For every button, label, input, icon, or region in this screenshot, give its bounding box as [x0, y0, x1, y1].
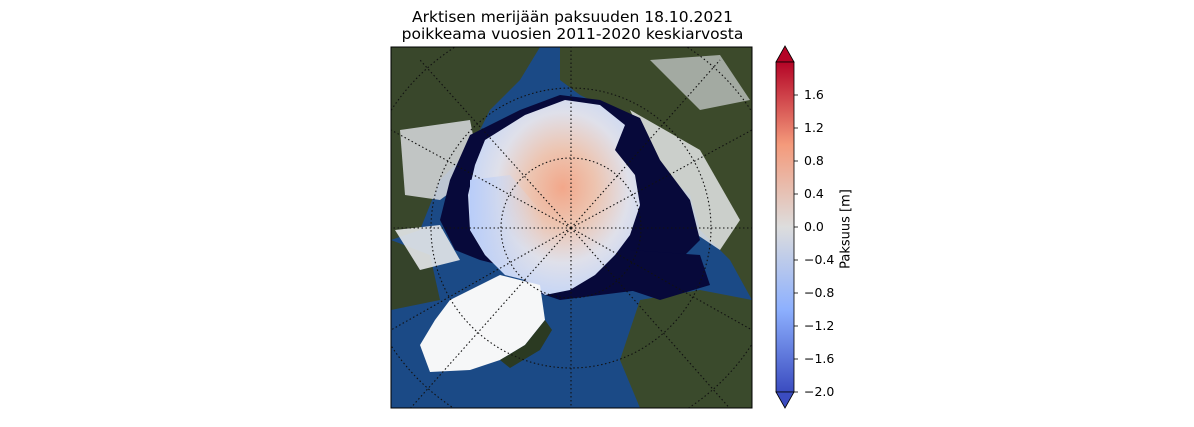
map-frame [390, 46, 753, 409]
colorbar-tick-label: 1.6 [804, 87, 824, 102]
figure-title-line1: Arktisen merijään paksuuden 18.10.2021 [412, 8, 733, 26]
colorbar-label: Paksuus [m] [838, 189, 854, 269]
colorbar-tick-label: −0.8 [804, 285, 835, 300]
colorbar-tick-label: 0.0 [804, 219, 824, 234]
figure-title-line2: poikkeama vuosien 2011-2020 keskiarvosta [401, 25, 744, 43]
colorbar-tick-label: 1.2 [804, 120, 824, 135]
snow-siberia [630, 110, 740, 250]
greenland-ice-sheet [420, 275, 545, 372]
colorbar-tick-label: −2.0 [804, 384, 835, 399]
snow-ne-asia [650, 55, 750, 110]
colorbar-tick-label: −1.6 [804, 351, 835, 366]
colorbar-tick-label: 0.8 [804, 153, 824, 168]
sea-ice-negative-anomaly [470, 175, 545, 275]
colorbar-body [775, 61, 795, 393]
colorbar-tick-label: 0.4 [804, 186, 824, 201]
colorbar-tick-marks [794, 94, 798, 393]
colorbar-tick-label: −0.4 [804, 252, 835, 267]
scandinavia-land [620, 290, 752, 408]
open-water-mask-atlantic [630, 250, 710, 300]
colorbar-extend-min [775, 391, 795, 409]
snow-alaska [395, 225, 460, 270]
greenland-coast [500, 320, 552, 368]
eurasia-land [560, 47, 752, 300]
map-gridlines [391, 47, 752, 408]
colorbar-tick-label: −1.2 [804, 318, 835, 333]
colorbar-extend-max [775, 45, 795, 63]
